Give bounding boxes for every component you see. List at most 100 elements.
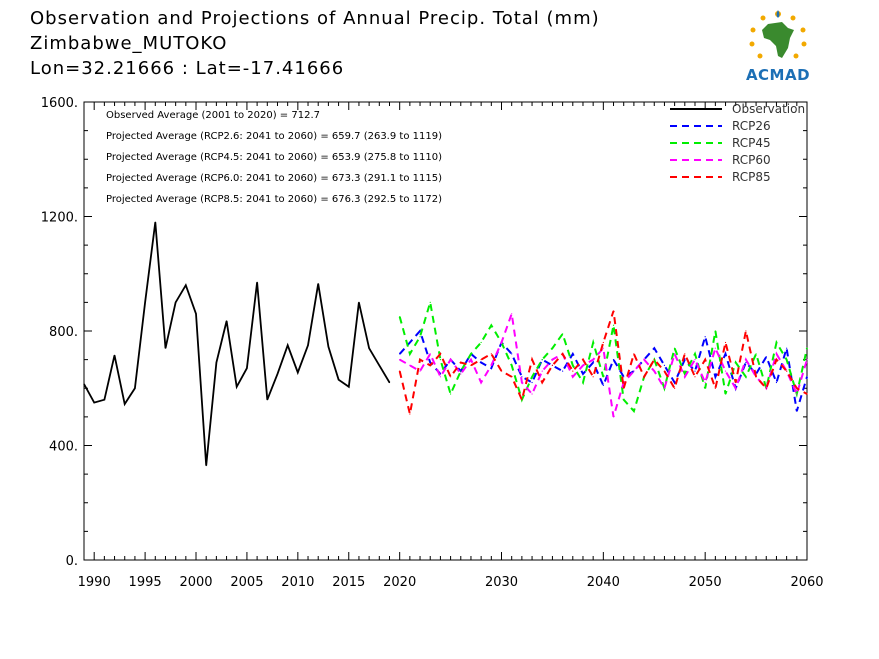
data-point [694, 376, 696, 378]
acmad-logo-text: ACMAD [745, 66, 811, 84]
data-point [134, 387, 136, 389]
data-point [113, 354, 116, 356]
data-point [103, 399, 105, 401]
data-point [521, 399, 523, 401]
data-point [317, 283, 319, 285]
chart-legend: Observation RCP26 RCP45 RCP60 RCP85 [670, 102, 805, 184]
y-tick-label: 800. [49, 325, 78, 340]
data-point [775, 381, 778, 384]
data-point [623, 399, 625, 401]
data-point [531, 359, 533, 361]
data-point [175, 301, 177, 303]
data-point [562, 370, 564, 372]
data-point [562, 333, 564, 335]
y-tick-label: 1600. [41, 96, 78, 111]
data-point [531, 393, 533, 395]
data-point [572, 353, 574, 355]
data-point [572, 376, 574, 378]
data-point [511, 353, 513, 355]
data-point [399, 316, 401, 318]
data-point [582, 381, 584, 384]
data-point [765, 356, 767, 358]
annotation-line: Observed Average (2001 to 2020) = 712.7 [106, 110, 320, 121]
data-point [551, 347, 554, 349]
chart-axes: 0. 400. 800. 1200. 1600. 1990 1995 2000 2005 2010… [41, 96, 824, 590]
x-tick-label: 1990 [78, 575, 111, 590]
data-point [470, 359, 472, 361]
data-point [704, 359, 706, 361]
data-point [724, 341, 727, 344]
data-point [144, 301, 146, 303]
data-point [704, 381, 706, 384]
data-point [460, 361, 462, 364]
data-point [124, 403, 126, 405]
data-point [633, 410, 635, 412]
x-tick-label: 2040 [587, 575, 620, 590]
legend-label: RCP26 [732, 119, 771, 133]
data-point [429, 364, 431, 366]
x-tick-label: 2000 [179, 575, 212, 590]
data-point [419, 359, 421, 361]
data-point [796, 410, 798, 412]
data-point [745, 361, 747, 364]
data-point [714, 330, 716, 332]
x-tick-label: 2010 [281, 575, 314, 590]
data-point [531, 376, 533, 378]
data-point [694, 353, 696, 355]
data-point [521, 381, 523, 384]
data-point [806, 393, 808, 395]
data-point [572, 370, 574, 372]
data-point [592, 359, 594, 361]
data-point [724, 370, 727, 372]
data-point [684, 353, 686, 355]
data-point [470, 353, 472, 355]
data-point [694, 370, 696, 372]
data-point [704, 336, 706, 338]
data-point [358, 301, 360, 303]
data-point [348, 386, 350, 388]
data-point [297, 371, 299, 374]
data-point [684, 359, 686, 361]
y-tick-label: 1200. [41, 211, 78, 226]
data-point [490, 367, 492, 369]
legend-label: Observation [732, 102, 805, 116]
data-point [449, 376, 452, 378]
data-point [775, 359, 778, 361]
plot-frame [83, 101, 808, 561]
data-point [714, 347, 716, 349]
data-point [490, 364, 492, 366]
x-tick-label: 2015 [332, 575, 365, 590]
data-point [582, 364, 584, 366]
y-tick-label: 0. [66, 554, 78, 569]
data-point [612, 324, 615, 326]
series-line-rcp45 [398, 302, 808, 414]
data-point [480, 361, 482, 364]
data-point [266, 399, 268, 401]
data-point [287, 344, 289, 346]
data-point [154, 221, 156, 223]
data-point [562, 353, 564, 355]
data-point [551, 364, 554, 366]
data-point [480, 341, 482, 344]
series-line-rcp60 [399, 313, 808, 418]
x-tick-label: 2020 [383, 575, 416, 590]
data-point [796, 393, 798, 395]
data-point [745, 359, 747, 361]
data-point [419, 336, 421, 338]
data-point [786, 359, 788, 361]
data-point [643, 359, 645, 361]
data-point [806, 347, 808, 349]
data-point [724, 393, 727, 395]
data-point [582, 359, 584, 361]
data-point [388, 381, 391, 384]
data-point [745, 330, 747, 332]
data-point [704, 387, 706, 389]
data-point [429, 353, 431, 355]
data-point [327, 346, 329, 348]
data-point [409, 341, 411, 344]
data-point [714, 376, 716, 378]
station-coordinates: Lon=32.21666 : Lat=-17.41666 [30, 58, 345, 79]
chart-series [83, 221, 808, 467]
data-point [399, 370, 401, 372]
data-point [602, 376, 604, 378]
